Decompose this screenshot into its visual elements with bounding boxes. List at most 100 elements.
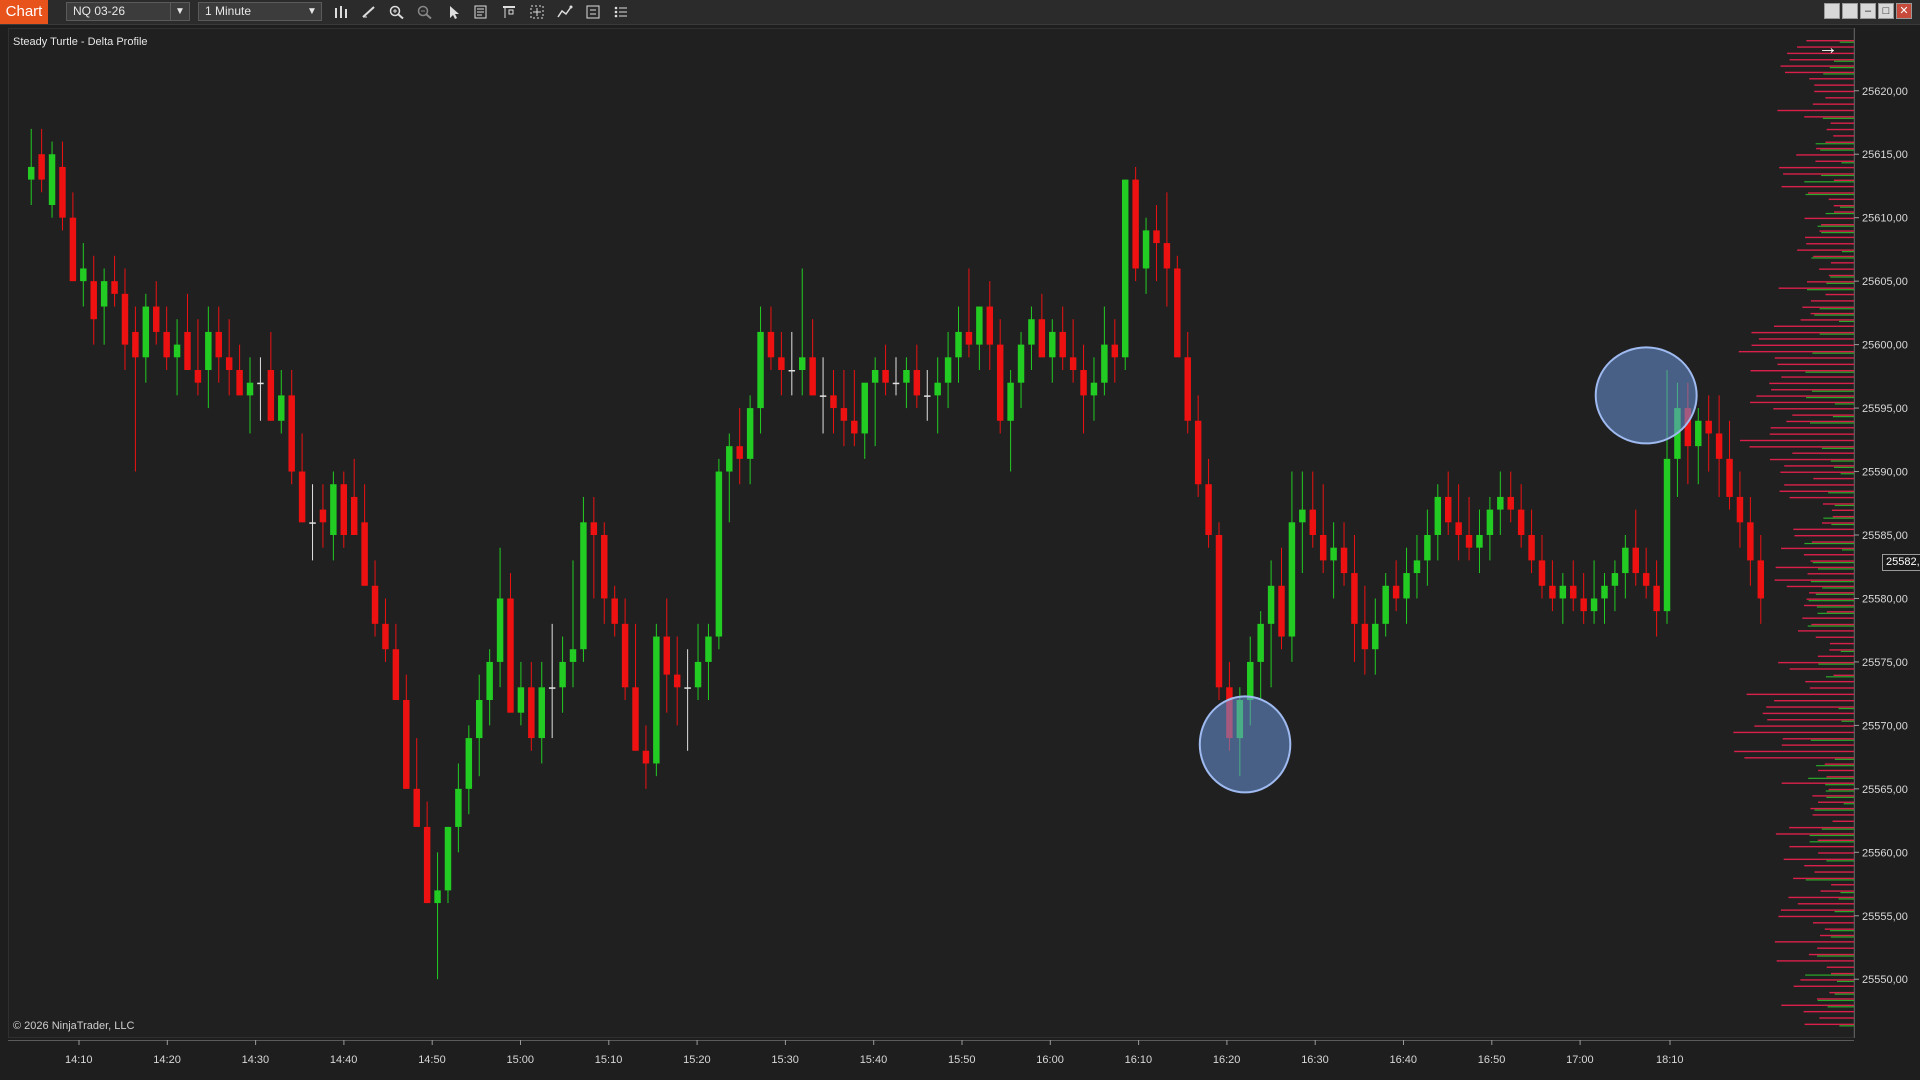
tile-icon[interactable] bbox=[1824, 3, 1840, 19]
instrument-value: NQ 03-26 bbox=[73, 4, 126, 18]
price-tick-label: 25605,00 bbox=[1862, 276, 1908, 288]
candle-body bbox=[121, 293, 129, 345]
profile-buy-bar bbox=[1836, 980, 1854, 983]
chevron-down-icon[interactable]: ▼ bbox=[170, 3, 189, 20]
indicators-list-icon[interactable] bbox=[610, 2, 632, 22]
candle-body bbox=[1278, 585, 1285, 637]
time-tick-label: 14:50 bbox=[418, 1054, 446, 1066]
draw-tool-icon[interactable] bbox=[358, 2, 380, 22]
profile-sell-bar bbox=[1819, 268, 1854, 270]
price-tick-label: 25580,00 bbox=[1862, 593, 1908, 605]
profile-sell-bar bbox=[1778, 287, 1854, 289]
candle-body bbox=[1570, 585, 1577, 599]
profile-sell-bar bbox=[1734, 750, 1854, 753]
profile-sell-bar bbox=[1749, 446, 1854, 448]
scroll-right-arrow-icon[interactable]: → bbox=[1818, 37, 1838, 59]
candle-body bbox=[27, 166, 35, 180]
profile-sell-bar bbox=[1781, 1004, 1854, 1007]
zoom-in-icon[interactable] bbox=[386, 2, 408, 22]
profile-sell-bar bbox=[1796, 154, 1854, 156]
crosshair-icon[interactable] bbox=[526, 2, 548, 22]
profile-sell-bar bbox=[1826, 776, 1854, 778]
profile-sell-bar bbox=[1750, 401, 1854, 404]
profile-buy-bar bbox=[1829, 930, 1854, 932]
profile-sell-bar bbox=[1792, 452, 1854, 454]
profile-buy-bar bbox=[1833, 60, 1854, 62]
profile-buy-bar bbox=[1826, 860, 1854, 862]
candle-body bbox=[1205, 484, 1212, 535]
candle-body bbox=[1288, 522, 1296, 637]
chart-panel[interactable] bbox=[8, 28, 1854, 1038]
profile-buy-bar bbox=[1818, 663, 1854, 665]
profile-sell-bar bbox=[1817, 839, 1854, 842]
profile-sell-bar bbox=[1810, 560, 1854, 562]
interval-value: 1 Minute bbox=[205, 4, 252, 18]
chevron-down-icon[interactable]: ▼ bbox=[307, 6, 317, 17]
profile-sell-bar bbox=[1828, 198, 1854, 201]
pointer-icon[interactable] bbox=[442, 2, 464, 22]
time-axis[interactable] bbox=[8, 1040, 1854, 1080]
bar-type-icon[interactable] bbox=[330, 2, 352, 22]
candle-body bbox=[1559, 585, 1567, 599]
candle-body bbox=[1747, 522, 1754, 561]
profile-sell-bar bbox=[1774, 579, 1854, 581]
minimize-button[interactable]: – bbox=[1860, 3, 1876, 19]
data-box-icon[interactable] bbox=[470, 2, 492, 22]
candle-body bbox=[153, 306, 160, 332]
range-icon[interactable] bbox=[498, 2, 520, 22]
time-tick-label: 14:10 bbox=[65, 1054, 93, 1066]
candle-body bbox=[934, 382, 941, 396]
profile-sell-bar bbox=[1780, 909, 1854, 911]
profile-buy-bar bbox=[1825, 212, 1854, 215]
zoom-out-icon[interactable] bbox=[414, 2, 436, 22]
profile-sell-bar bbox=[1781, 744, 1854, 746]
profile-buy-bar bbox=[1811, 390, 1854, 392]
candle-body bbox=[548, 687, 556, 689]
price-tick-label: 25550,00 bbox=[1862, 974, 1908, 986]
candle-body bbox=[1257, 623, 1264, 662]
time-tick-label: 15:50 bbox=[948, 1054, 976, 1066]
properties-icon[interactable] bbox=[582, 2, 604, 22]
profile-sell-bar bbox=[1812, 795, 1854, 797]
maximize-button[interactable]: □ bbox=[1878, 3, 1894, 19]
candle-body bbox=[1299, 509, 1306, 523]
app-title[interactable]: Chart bbox=[0, 0, 48, 24]
interval-selector[interactable]: 1 Minute ▼ bbox=[198, 2, 322, 21]
profile-sell-bar bbox=[1820, 934, 1854, 937]
profile-sell-bar bbox=[1775, 833, 1854, 835]
profile-buy-bar bbox=[1807, 625, 1854, 627]
candle-body bbox=[1590, 598, 1598, 612]
profile-buy-bar bbox=[1841, 549, 1854, 551]
profile-buy-bar bbox=[1829, 66, 1854, 69]
close-button[interactable]: ✕ bbox=[1896, 3, 1912, 19]
profile-sell-bar bbox=[1779, 490, 1854, 492]
candle-body bbox=[913, 370, 921, 396]
price-axis[interactable] bbox=[1854, 28, 1920, 1038]
profile-buy-bar bbox=[1821, 231, 1854, 234]
profile-sell-bar bbox=[1766, 706, 1854, 708]
profile-sell-bar bbox=[1809, 78, 1854, 80]
profile-buy-bar bbox=[1821, 447, 1854, 449]
candle-body bbox=[944, 357, 952, 383]
profile-buy-bar bbox=[1809, 834, 1854, 837]
instrument-selector[interactable]: NQ 03-26 ▼ bbox=[66, 2, 190, 21]
candle-body bbox=[90, 281, 97, 320]
strategy-icon[interactable] bbox=[554, 2, 576, 22]
time-tick-label: 16:20 bbox=[1213, 1054, 1241, 1066]
profile-sell-bar bbox=[1780, 471, 1854, 473]
profile-sell-bar bbox=[1782, 738, 1854, 740]
profile-sell-bar bbox=[1826, 128, 1854, 131]
profile-buy-bar bbox=[1840, 473, 1854, 475]
candle-body bbox=[371, 585, 379, 624]
candle-body bbox=[705, 636, 712, 662]
profile-sell-bar bbox=[1808, 953, 1854, 956]
candle-body bbox=[1528, 535, 1535, 561]
candle-body bbox=[173, 344, 181, 358]
profile-sell-bar bbox=[1833, 674, 1854, 677]
profile-buy-bar bbox=[1809, 422, 1854, 424]
candle-body bbox=[538, 687, 545, 739]
candle-body bbox=[1486, 509, 1494, 535]
candle-body bbox=[1017, 344, 1025, 383]
tile-alt-icon[interactable] bbox=[1842, 3, 1858, 19]
profile-buy-bar bbox=[1830, 460, 1854, 462]
